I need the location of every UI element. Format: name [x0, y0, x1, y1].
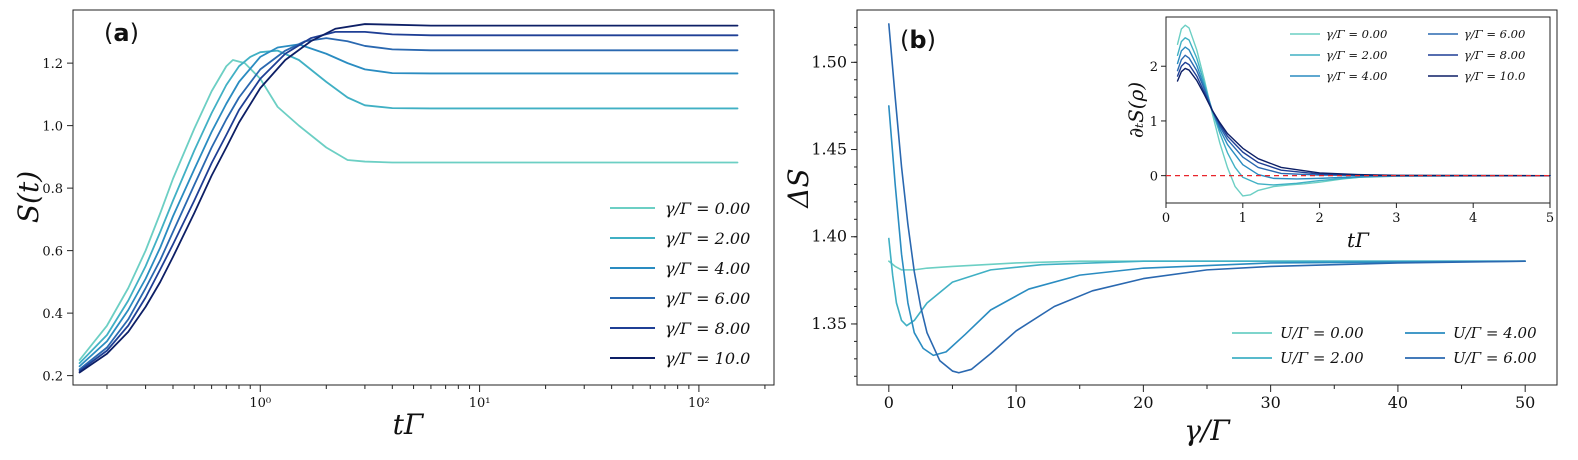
inset-series-2 — [1176, 46, 1551, 180]
inset-frame — [1165, 16, 1551, 204]
inset-x-tick-label: 3 — [1392, 211, 1400, 226]
panel-b-y-tick-label: 1.40 — [811, 227, 847, 246]
panel-a-y-tick-label: 0.4 — [42, 307, 63, 322]
inset-legend-label: γ/Γ = 2.00 — [1326, 48, 1387, 62]
inset-legend-label: γ/Γ = 6.00 — [1464, 27, 1525, 41]
panel-b-legend-label: U/Γ = 6.00 — [1453, 349, 1537, 367]
panel-a-y-tick-label: 0.6 — [42, 245, 63, 260]
panel-b-y-tick-label: 1.35 — [811, 314, 847, 333]
inset-legend-label: γ/Γ = 0.00 — [1326, 27, 1387, 41]
inset-lines — [1166, 24, 1551, 197]
panel-b-legend-label: U/Γ = 2.00 — [1280, 349, 1364, 367]
panel-a-frame — [72, 9, 775, 386]
inset-ticks: 0 1 2 3 4 5 0 1 2 — [1150, 60, 1554, 226]
inset-legend-label: γ/Γ = 8.00 — [1464, 48, 1525, 62]
inset-legend: γ/Γ = 0.00 γ/Γ = 2.00 γ/Γ = 4.00 γ/Γ = 6.00… — [1290, 27, 1525, 83]
panel-b-legend-label: U/Γ = 0.00 — [1280, 324, 1364, 342]
inset-x-tick-label: 1 — [1239, 211, 1247, 226]
panel-b-legend-label: U/Γ = 4.00 — [1453, 324, 1537, 342]
panel-a-series-4 — [78, 30, 739, 372]
panel-b-x-tick-label: 50 — [1515, 393, 1535, 412]
panel-a-y-tick-label: 1.2 — [42, 57, 63, 72]
inset-series-4 — [1176, 61, 1551, 177]
panel-a-x-tick-label: 10¹ — [469, 396, 491, 411]
panel-b-x-tick-label: 40 — [1388, 393, 1408, 412]
inset-series-3 — [1176, 54, 1551, 177]
panel-b-x-tick-label: 10 — [1006, 393, 1026, 412]
panel-a-xlabel: tΓ — [393, 408, 425, 441]
panel-a-series-3 — [78, 37, 739, 371]
panel-a-x-tick-label: 10² — [688, 396, 710, 411]
panel-b-y-tick-label: 1.50 — [811, 52, 847, 71]
panel-b-lines — [888, 23, 1526, 374]
panel-a-series-2 — [78, 43, 739, 368]
panel-b-x-tick-label: 0 — [884, 393, 894, 412]
panel-a-legend-label: γ/Γ = 6.00 — [665, 289, 750, 308]
panel-b-x-tick-label: 30 — [1260, 393, 1280, 412]
panel-a-ticks: 10⁰ 10¹ 10² 0.2 0.4 0.6 0.8 1.0 1.2 — [42, 57, 766, 411]
inset-legend-label: γ/Γ = 4.00 — [1326, 69, 1387, 83]
panel-b-series-2 — [888, 105, 1526, 357]
panel-a-y-tick-label: 0.2 — [42, 370, 63, 385]
inset-series-0 — [1176, 24, 1551, 197]
inset-xlabel: tΓ — [1347, 228, 1370, 252]
inset-series-1 — [1176, 37, 1551, 186]
inset-x-tick-label: 5 — [1546, 211, 1554, 226]
panel-b-series-3 — [888, 23, 1526, 374]
panel-b-x-tick-label: 20 — [1133, 393, 1153, 412]
panel-a-x-tick-label: 10⁰ — [249, 396, 271, 411]
panel-a-legend-label: γ/Γ = 4.00 — [665, 259, 750, 278]
inset-y-tick-label: 2 — [1150, 60, 1158, 75]
panel-a-legend-label: γ/Γ = 0.00 — [665, 199, 750, 218]
panel-a-legend-label: γ/Γ = 8.00 — [665, 319, 750, 338]
panel-b-ticks: 0 10 20 30 40 501.351.401.451.50 — [811, 26, 1535, 412]
inset-y-tick-label: 0 — [1150, 170, 1158, 185]
panel-b-legend: U/Γ = 0.00 U/Γ = 2.00 U/Γ = 4.00 U/Γ = 6.00 — [1232, 324, 1537, 367]
panel-a-legend-label: γ/Γ = 2.00 — [665, 229, 750, 248]
inset-plot: 0 1 2 3 4 5 0 1 2 tΓ ∂ₜS(ρ) γ/Γ = 0.00 γ/Γ = 2.00… — [1124, 16, 1554, 252]
panel-a-y-tick-label: 0.8 — [42, 182, 63, 197]
panel-a-legend-label: γ/Γ = 10.0 — [665, 349, 750, 368]
panel-a-series-0 — [78, 59, 739, 361]
panel-b: 0 10 20 30 40 501.351.401.451.50 (b) γ/Γ ΔS U… — [782, 9, 1558, 447]
inset-y-tick-label: 1 — [1150, 115, 1158, 130]
panel-a-ylabel: S(t) — [12, 171, 45, 223]
inset-x-tick-label: 4 — [1469, 211, 1477, 226]
panel-b-series-1 — [888, 237, 1526, 327]
panel-a-series-5 — [78, 23, 739, 374]
inset-legend-label: γ/Γ = 10.0 — [1464, 69, 1525, 83]
panel-a-series-1 — [78, 49, 739, 365]
panel-a-y-tick-label: 1.0 — [42, 120, 63, 135]
inset-x-tick-label: 2 — [1315, 211, 1323, 226]
inset-series-5 — [1176, 67, 1551, 177]
inset-ylabel: ∂ₜS(ρ) — [1124, 82, 1148, 138]
panel-a-lines — [78, 23, 739, 374]
panel-b-y-tick-label: 1.45 — [811, 140, 847, 159]
panel-b-xlabel: γ/Γ — [1184, 414, 1231, 447]
panel-b-tag: (b) — [900, 26, 936, 54]
panel-b-ylabel: ΔS — [782, 168, 815, 208]
inset-x-tick-label: 0 — [1162, 211, 1170, 226]
panel-a-legend: γ/Γ = 0.00 γ/Γ = 2.00 γ/Γ = 4.00 γ/Γ = 6.00… — [610, 199, 750, 368]
panel-a-tag: (a) — [104, 19, 139, 47]
